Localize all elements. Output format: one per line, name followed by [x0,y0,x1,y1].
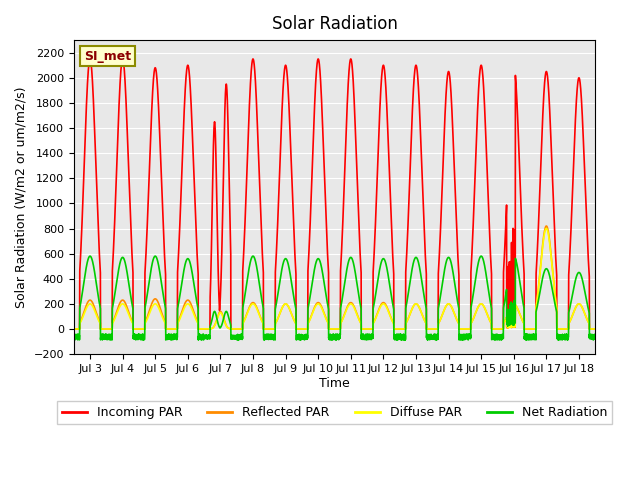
Net Radiation [516,284,524,289]
Net Radiation [503,322,511,327]
Net Radiation [86,253,94,259]
Line: Net Radiation: Net Radiation [74,256,595,340]
Line: Incoming PAR: Incoming PAR [74,59,595,329]
Incoming PAR [503,310,511,315]
Reflected PAR [503,324,511,329]
Diffuse PAR [591,326,599,332]
Incoming PAR [354,190,362,196]
X-axis label: Time: Time [319,377,350,390]
Diffuse PAR [381,302,389,308]
Incoming PAR [70,326,77,332]
Diffuse PAR [178,311,186,317]
Incoming PAR [516,187,524,193]
Reflected PAR [381,301,389,307]
Reflected PAR [354,312,362,318]
Diffuse PAR [516,312,524,318]
Reflected PAR [543,223,550,229]
Net Radiation [234,337,242,343]
Diffuse PAR [477,301,485,307]
Net Radiation [591,336,599,342]
Title: Solar Radiation: Solar Radiation [271,15,397,33]
Line: Reflected PAR: Reflected PAR [74,226,595,329]
Reflected PAR [516,312,524,318]
Reflected PAR [70,326,77,332]
Incoming PAR [477,62,485,68]
Diffuse PAR [503,323,511,328]
Net Radiation [354,286,362,291]
Reflected PAR [591,326,599,332]
Text: SI_met: SI_met [84,49,131,62]
Incoming PAR [178,166,186,171]
Y-axis label: Solar Radiation (W/m2 or um/m2/s): Solar Radiation (W/m2 or um/m2/s) [15,86,28,308]
Diffuse PAR [543,226,550,231]
Incoming PAR [381,81,389,86]
Net Radiation [70,334,77,339]
Net Radiation [477,253,485,259]
Legend: Incoming PAR, Reflected PAR, Diffuse PAR, Net Radiation: Incoming PAR, Reflected PAR, Diffuse PAR… [57,401,612,424]
Diffuse PAR [354,313,362,319]
Line: Diffuse PAR: Diffuse PAR [74,228,595,329]
Incoming PAR [86,56,94,62]
Diffuse PAR [70,326,77,332]
Incoming PAR [591,326,599,332]
Reflected PAR [178,309,186,314]
Net Radiation [382,260,390,266]
Net Radiation [178,279,186,285]
Reflected PAR [477,301,485,307]
